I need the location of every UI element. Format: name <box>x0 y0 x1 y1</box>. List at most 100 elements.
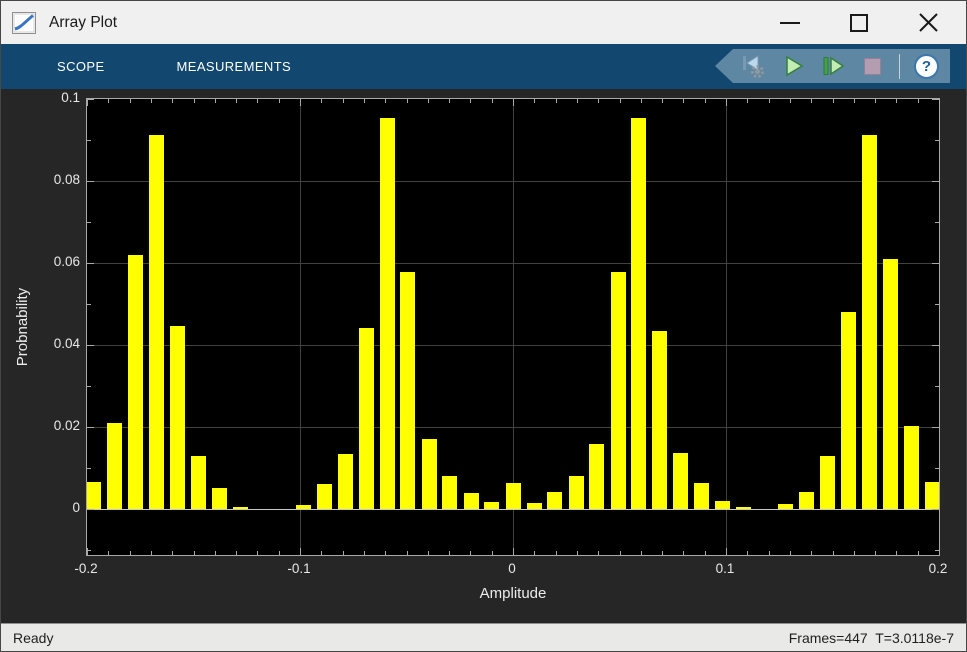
help-button[interactable]: ? <box>913 52 940 80</box>
plot-panel: Probnability Amplitude -0.2 -0.1 0 0.1 0.2 0 0… <box>1 89 966 623</box>
bar <box>505 482 521 510</box>
bar <box>778 503 794 510</box>
bar <box>799 491 815 510</box>
tab-measurements[interactable]: MEASUREMENTS <box>176 59 292 74</box>
x-tick <box>939 548 940 555</box>
x-tick <box>513 99 514 106</box>
x-tick <box>683 551 685 555</box>
x-tick <box>470 551 472 555</box>
bar <box>904 425 920 510</box>
x-tick <box>917 99 919 103</box>
y-tick <box>932 427 939 429</box>
simulation-toolbar: ? <box>715 49 950 83</box>
x-tick <box>172 551 174 555</box>
x-tick <box>278 99 280 103</box>
x-tick <box>427 551 429 555</box>
x-tick <box>491 99 493 103</box>
x-tick <box>321 99 323 103</box>
step-forward-button[interactable] <box>819 52 846 80</box>
status-text: Ready <box>13 629 54 646</box>
x-tick <box>363 99 365 103</box>
bar <box>526 502 542 510</box>
y-tick <box>932 509 939 511</box>
bar <box>652 331 668 510</box>
x-tick <box>832 99 834 103</box>
bar <box>87 482 101 510</box>
y-tick-minor <box>87 222 91 224</box>
bar <box>127 254 143 510</box>
bar <box>106 423 122 510</box>
x-tick <box>257 551 259 555</box>
x-tick <box>342 99 344 103</box>
x-tick <box>853 99 855 103</box>
x-tick <box>619 99 621 103</box>
step-back-button[interactable] <box>739 52 766 80</box>
x-tick <box>236 99 238 103</box>
x-tick <box>385 99 387 103</box>
close-button[interactable] <box>913 8 943 38</box>
y-tick <box>932 181 939 183</box>
x-tick <box>193 99 195 103</box>
y-tick-label: 0 <box>72 500 80 516</box>
x-tick <box>534 551 536 555</box>
y-tick <box>87 345 94 347</box>
y-tick-label: 0.1 <box>61 90 80 105</box>
x-tick <box>747 551 749 555</box>
x-tick <box>427 99 429 103</box>
bar <box>337 454 353 510</box>
bar <box>925 482 939 510</box>
x-tick <box>129 99 131 103</box>
bar <box>610 271 626 510</box>
y-tick <box>87 427 94 429</box>
x-tick <box>214 551 216 555</box>
close-icon <box>918 13 938 32</box>
x-tick <box>193 551 195 555</box>
bar <box>736 507 752 510</box>
x-tick <box>896 99 898 103</box>
x-tick <box>853 551 855 555</box>
minimize-icon <box>780 21 800 24</box>
window-controls <box>775 1 943 44</box>
minimize-button[interactable] <box>775 8 805 38</box>
x-tick <box>704 551 706 555</box>
x-tick <box>811 99 813 103</box>
stop-button[interactable] <box>859 52 886 80</box>
maximize-button[interactable] <box>844 8 874 38</box>
y-tick-minor <box>935 222 939 224</box>
x-tick-label: 0 <box>508 561 516 576</box>
x-tick <box>342 551 344 555</box>
v-gridline <box>726 99 727 555</box>
x-tick <box>662 551 664 555</box>
x-tick <box>726 99 727 106</box>
x-tick-label: 0.1 <box>715 561 735 576</box>
y-tick-minor <box>87 468 91 470</box>
tab-scope[interactable]: SCOPE <box>57 59 105 74</box>
y-tick-minor <box>935 550 939 552</box>
x-tick <box>513 548 514 555</box>
bar <box>442 475 458 510</box>
x-tick <box>555 551 557 555</box>
play-icon <box>785 55 803 77</box>
x-tick <box>683 99 685 103</box>
bar <box>400 271 416 510</box>
stop-square-icon <box>864 57 881 75</box>
y-tick-label: 0.02 <box>53 418 80 434</box>
y-tick-minor <box>935 468 939 470</box>
x-tick <box>321 551 323 555</box>
x-tick <box>704 99 706 103</box>
x-tick <box>406 99 408 103</box>
run-button[interactable] <box>779 52 806 80</box>
bar <box>820 456 836 510</box>
bar <box>883 259 899 510</box>
bar <box>463 493 479 510</box>
v-gridline <box>300 99 301 555</box>
bar <box>211 487 227 510</box>
question-icon: ? <box>914 53 939 79</box>
x-tick <box>172 99 174 103</box>
x-tick-label: 0.2 <box>928 561 948 576</box>
bar <box>421 438 437 510</box>
x-tick <box>576 99 578 103</box>
x-tick <box>257 99 259 103</box>
x-tick <box>811 551 813 555</box>
statusbar: Ready Frames=447 T=3.0118e-7 <box>1 623 966 651</box>
